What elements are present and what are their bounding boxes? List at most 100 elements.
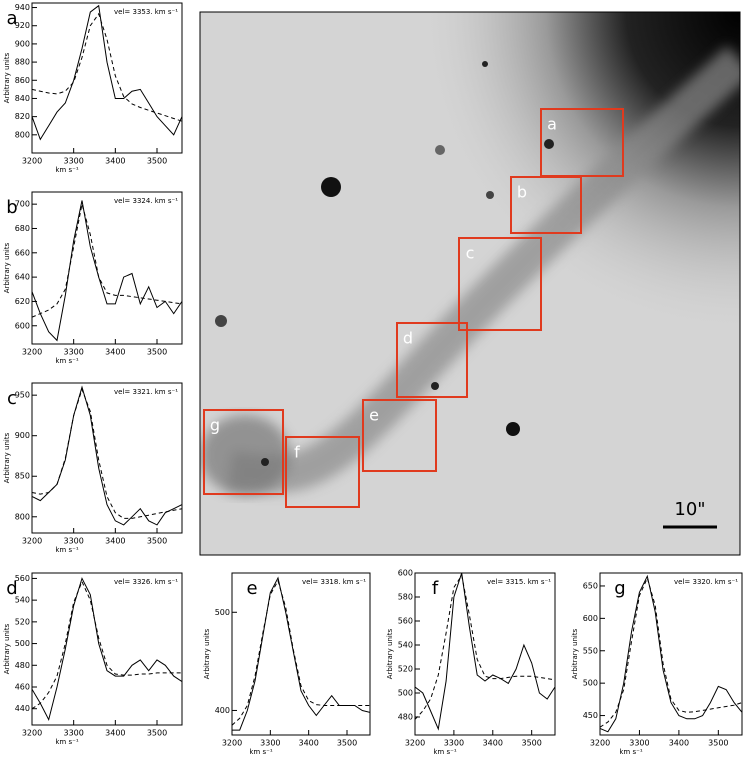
region-label: f xyxy=(294,443,300,462)
plot-frame xyxy=(31,191,183,345)
annotation: vel= 3326. km s⁻¹ xyxy=(114,578,178,586)
x-tick-label: 3200 xyxy=(590,739,610,748)
region-label: b xyxy=(517,183,527,202)
y-tick-label: 560 xyxy=(15,574,30,583)
fit-line xyxy=(415,574,555,720)
y-tick-label: 660 xyxy=(15,248,30,257)
y-tick-label: 850 xyxy=(15,472,30,481)
y-tick-label: 560 xyxy=(398,617,413,626)
data-line xyxy=(32,385,182,526)
y-tick-label: 680 xyxy=(15,224,30,233)
plot-frame xyxy=(599,572,743,736)
data-line xyxy=(600,574,742,733)
region-label: a xyxy=(547,115,557,134)
panel-letter: b xyxy=(6,197,17,218)
x-tick-label: 3400 xyxy=(298,739,318,748)
data-line xyxy=(32,200,182,342)
region-box xyxy=(396,322,468,398)
y-axis-label: Arbitrary units xyxy=(203,628,211,679)
annotation: vel= 3353. km s⁻¹ xyxy=(114,8,178,16)
region-label: g xyxy=(210,416,220,435)
galaxy-image xyxy=(200,12,740,555)
x-tick-label: 3400 xyxy=(105,348,125,357)
y-tick-label: 820 xyxy=(15,112,30,121)
y-tick-label: 600 xyxy=(15,321,30,330)
region-label: e xyxy=(369,406,379,425)
x-tick-label: 3200 xyxy=(22,157,42,166)
y-axis-label: Arbitrary units xyxy=(3,432,11,483)
x-axis-label: km s⁻¹ xyxy=(249,748,272,756)
data-line xyxy=(415,573,555,731)
plot-frame xyxy=(31,2,183,154)
y-tick-label: 540 xyxy=(398,641,413,650)
fit-line xyxy=(32,12,182,122)
annotation: vel= 3321. km s⁻¹ xyxy=(114,388,178,396)
scale-label: 10" xyxy=(674,499,705,520)
x-tick-label: 3300 xyxy=(63,348,83,357)
x-tick-label: 3400 xyxy=(105,157,125,166)
y-tick-label: 620 xyxy=(15,297,30,306)
y-tick-label: 400 xyxy=(215,706,230,715)
y-tick-label: 940 xyxy=(15,3,30,12)
image-frame xyxy=(199,11,741,556)
region-box xyxy=(285,436,360,508)
y-tick-label: 650 xyxy=(583,581,598,590)
fit-line xyxy=(32,204,182,318)
panel-letter: a xyxy=(6,8,17,29)
x-tick-label: 3300 xyxy=(260,739,280,748)
x-axis-label: km s⁻¹ xyxy=(55,166,78,174)
y-tick-label: 950 xyxy=(15,391,30,400)
x-tick-label: 3300 xyxy=(63,537,83,546)
plot-frame xyxy=(31,382,183,534)
x-axis-label: km s⁻¹ xyxy=(55,738,78,746)
x-tick-label: 3400 xyxy=(105,537,125,546)
annotation: vel= 3315. km s⁻¹ xyxy=(487,578,551,586)
y-tick-label: 880 xyxy=(15,58,30,67)
x-tick-label: 3300 xyxy=(63,157,83,166)
x-axis-label: km s⁻¹ xyxy=(55,357,78,365)
panel-letter: f xyxy=(432,578,439,599)
x-tick-label: 3500 xyxy=(147,157,167,166)
x-tick-label: 3300 xyxy=(629,739,649,748)
panel-letter: d xyxy=(6,578,17,599)
x-tick-label: 3200 xyxy=(22,729,42,738)
y-tick-label: 520 xyxy=(398,665,413,674)
x-tick-label: 3400 xyxy=(483,739,503,748)
y-tick-label: 540 xyxy=(15,596,30,605)
x-tick-label: 3500 xyxy=(708,739,728,748)
data-line xyxy=(32,577,182,722)
x-tick-label: 3400 xyxy=(105,729,125,738)
y-tick-label: 500 xyxy=(398,689,413,698)
y-tick-label: 900 xyxy=(15,39,30,48)
y-axis-label: Arbitrary units xyxy=(3,242,11,293)
region-box xyxy=(362,399,437,472)
x-axis-label: km s⁻¹ xyxy=(433,748,456,756)
y-tick-label: 440 xyxy=(15,704,30,713)
y-tick-label: 480 xyxy=(398,713,413,722)
panel-letter: e xyxy=(246,578,257,599)
plot-frame xyxy=(31,572,183,726)
y-tick-label: 900 xyxy=(15,431,30,440)
y-tick-label: 840 xyxy=(15,94,30,103)
x-tick-label: 3200 xyxy=(405,739,425,748)
y-axis-label: Arbitrary units xyxy=(3,623,11,674)
plot-frame xyxy=(414,572,556,736)
panel-letter: g xyxy=(614,578,625,599)
y-tick-label: 580 xyxy=(398,593,413,602)
x-axis-label: km s⁻¹ xyxy=(55,546,78,554)
panel-letter: c xyxy=(7,388,17,409)
fit-line xyxy=(32,580,182,710)
annotation: vel= 3320. km s⁻¹ xyxy=(674,578,738,586)
y-tick-label: 860 xyxy=(15,76,30,85)
x-tick-label: 3300 xyxy=(63,729,83,738)
fit-line xyxy=(32,387,182,519)
y-tick-label: 700 xyxy=(15,200,30,209)
x-tick-label: 3200 xyxy=(22,348,42,357)
y-tick-label: 800 xyxy=(15,512,30,521)
x-tick-label: 3500 xyxy=(147,348,167,357)
y-tick-label: 600 xyxy=(398,569,413,578)
y-tick-label: 920 xyxy=(15,21,30,30)
region-label: d xyxy=(403,329,413,348)
x-axis-label: km s⁻¹ xyxy=(619,748,642,756)
